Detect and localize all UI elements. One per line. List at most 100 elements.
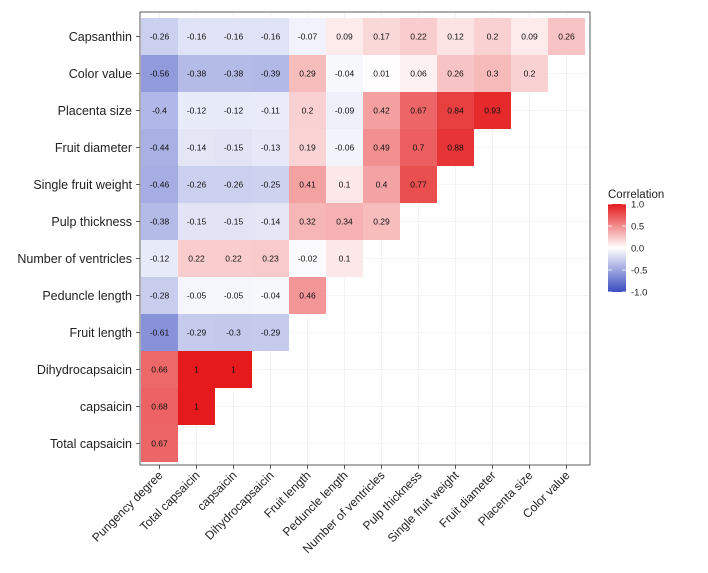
cell-value-label: 0.09 [336,32,353,42]
heatmap-cell [141,351,178,388]
heatmap-cell [252,314,289,351]
heatmap-cell [141,388,178,425]
y-tick-label: Dihydrocapsaicin [37,363,132,377]
heatmap-cell [215,166,252,203]
cell-value-label: -0.29 [187,328,207,338]
heatmap-cell [289,92,326,129]
legend-title: Correlation [608,189,664,201]
cell-value-label: -0.26 [150,32,170,42]
heatmap-cell [215,351,252,388]
legend-tick-label: -1.0 [631,288,647,299]
heatmap-cell [363,55,400,92]
heatmap-cell [252,203,289,240]
y-tick-label: Total capsaicin [50,437,132,451]
cell-value-label: 0.49 [373,143,390,153]
cell-value-label: 0.06 [410,69,427,79]
heatmap-cell [252,92,289,129]
cell-value-label: -0.15 [224,217,244,227]
heatmap-cell [141,166,178,203]
cell-value-label: 0.2 [302,106,314,116]
heatmap-cell [289,129,326,166]
heatmap-cell [141,240,178,277]
cell-value-label: -0.26 [224,180,244,190]
heatmap-cell [178,18,215,55]
heatmap-cell [215,129,252,166]
y-tick-label: Pulp thickness [51,215,132,229]
cell-value-label: 0.67 [151,439,168,449]
cell-value-label: 0.42 [373,106,390,116]
y-tick-label: Single fruit weight [33,178,132,192]
heatmap-cell [141,314,178,351]
heatmap-cell [363,18,400,55]
cell-value-label: -0.16 [187,32,207,42]
cell-value-label: -0.15 [187,217,207,227]
cell-value-label: -0.14 [187,143,207,153]
cell-value-label: -0.44 [150,143,170,153]
heatmap-cell [326,18,363,55]
y-tick-label: capsaicin [80,400,132,414]
cell-value-label: -0.05 [187,291,207,301]
cell-value-label: 0.17 [373,32,390,42]
heatmap-cell [400,166,437,203]
heatmap-cell [215,92,252,129]
cell-value-label: -0.11 [261,106,280,116]
cell-value-label: 1 [231,365,236,375]
x-tick-label: Peduncle length [280,468,351,539]
heatmap-cell [437,129,474,166]
heatmap-cell [178,92,215,129]
y-tick-label: Capsanthin [69,30,132,44]
y-tick-label: Fruit diameter [55,141,132,155]
heatmap-cell [400,18,437,55]
heatmap-cell [252,277,289,314]
cell-value-label: -0.16 [224,32,244,42]
legend-ticks: 1.0 0.5 0.0 -0.5 -1.0 [608,200,647,299]
heatmap-cell [289,166,326,203]
cell-value-label: 1 [194,402,199,412]
heatmap-cell [326,166,363,203]
heatmap-cell [141,129,178,166]
legend-tick-label: 0.0 [631,244,644,255]
heatmap-cell [178,277,215,314]
heatmap-cell [215,18,252,55]
heatmap-cell [400,92,437,129]
y-tick-label: Number of ventricles [17,252,132,266]
heatmap-cell [252,240,289,277]
cell-value-label: -0.4 [152,106,167,116]
heatmap-cell [363,92,400,129]
cell-value-label: -0.12 [187,106,207,116]
heatmap-cell [178,129,215,166]
heatmap-cell [141,55,178,92]
heatmap-cell [289,18,326,55]
cell-value-label: -0.04 [335,69,355,79]
heatmap-cell [141,425,178,462]
cell-value-label: 0.12 [447,32,464,42]
cell-value-label: -0.05 [224,291,244,301]
heatmap-cell [252,18,289,55]
heatmap-cell [141,203,178,240]
legend-tick-label: -0.5 [631,266,647,277]
heatmap-cell [252,129,289,166]
heatmap-cell [178,203,215,240]
cell-value-label: 0.2 [487,32,499,42]
cell-value-label: -0.09 [335,106,355,116]
cell-value-label: -0.26 [187,180,207,190]
cell-value-label: -0.39 [261,69,281,79]
cell-value-label: 0.1 [339,254,351,264]
cell-value-label: -0.28 [150,291,170,301]
cell-value-label: 0.1 [339,180,351,190]
heatmap-cell [178,55,215,92]
heatmap-cell [178,351,215,388]
heatmap-cell [363,203,400,240]
cell-value-label: -0.56 [150,69,170,79]
cell-value-label: 0.2 [524,69,536,79]
heatmap-cells: -0.26 -0.16 -0.16 -0.16 -0.07 0.09 0.17 0.22 0.1… [141,18,585,462]
heatmap-cell [326,92,363,129]
cell-value-label: 0.09 [521,32,538,42]
cell-value-label: 0.01 [373,69,390,79]
y-tick-label: Placenta size [58,104,132,118]
cell-value-label: 0.3 [487,69,499,79]
legend-tick-label: 0.5 [631,222,644,233]
heatmap-cell [437,55,474,92]
cell-value-label: 1 [194,365,199,375]
